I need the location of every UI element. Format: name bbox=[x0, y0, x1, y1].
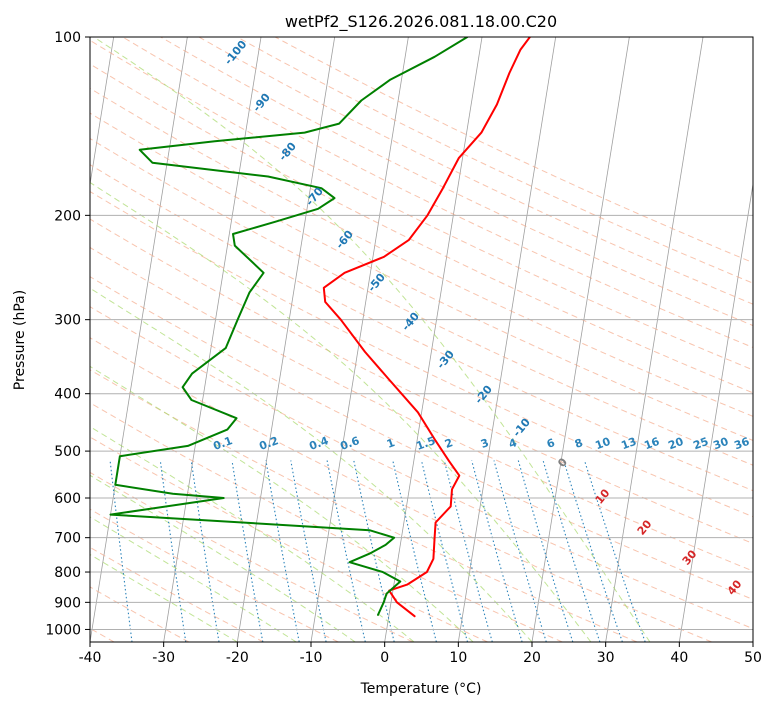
y-tick-label: 600 bbox=[54, 491, 81, 507]
x-tick-label: -20 bbox=[226, 650, 249, 666]
y-axis-label: Pressure (hPa) bbox=[12, 290, 28, 390]
x-tick-label: 0 bbox=[380, 650, 389, 666]
y-tick-label: 100 bbox=[54, 30, 81, 46]
x-tick-label: 10 bbox=[449, 650, 467, 666]
x-tick-label: 40 bbox=[670, 650, 688, 666]
x-tick-label: -10 bbox=[300, 650, 323, 666]
y-tick-label: 1000 bbox=[45, 622, 81, 638]
y-tick-label: 400 bbox=[54, 387, 81, 403]
x-axis-label: Temperature (°C) bbox=[360, 681, 482, 697]
y-tick-label: 200 bbox=[54, 208, 81, 224]
x-tick-label: 50 bbox=[744, 650, 762, 666]
x-tick-label: 30 bbox=[597, 650, 615, 666]
chart-title: wetPf2_S126.2026.081.18.00.C20 bbox=[285, 12, 557, 32]
y-tick-label: 300 bbox=[54, 313, 81, 329]
y-tick-label: 500 bbox=[54, 444, 81, 460]
y-tick-label: 700 bbox=[54, 531, 81, 547]
x-tick-label: 20 bbox=[523, 650, 541, 666]
y-tick-label: 800 bbox=[54, 565, 81, 581]
x-tick-label: -40 bbox=[79, 650, 102, 666]
y-tick-label: 900 bbox=[54, 595, 81, 611]
x-tick-label: -30 bbox=[152, 650, 175, 666]
